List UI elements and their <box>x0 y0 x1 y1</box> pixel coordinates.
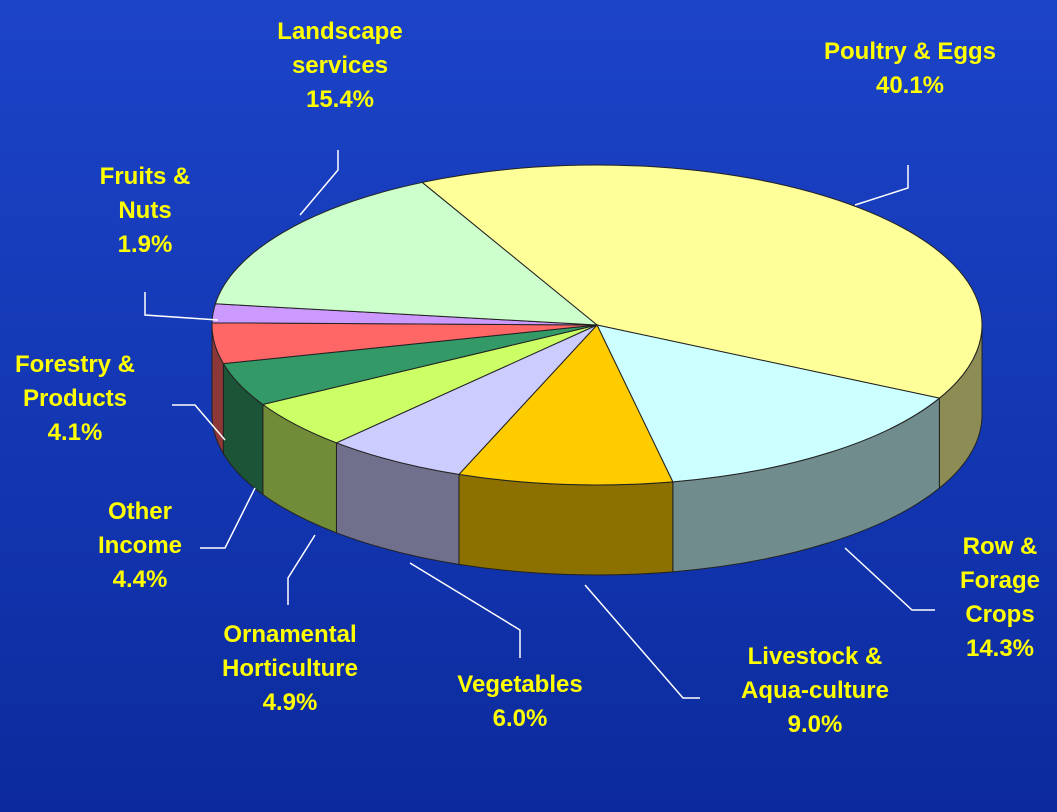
slice-label: Row & Forage Crops 14.3% <box>938 530 1057 666</box>
category-name: Poultry & Eggs <box>823 38 997 65</box>
category-name: Forestry & Products <box>14 351 136 412</box>
slice-label: Other Income 4.4% <box>75 495 205 597</box>
value-label: 4.9% <box>262 689 318 716</box>
slice-label: Poultry & Eggs 40.1% <box>820 35 1000 103</box>
category-name: Fruits & Nuts <box>99 163 191 224</box>
category-name: Vegetables <box>457 671 583 698</box>
leader-line <box>172 404 226 441</box>
leader-lines <box>144 150 935 699</box>
value-label: 4.1% <box>47 419 103 446</box>
slice-label: Landscape services 15.4% <box>230 15 450 117</box>
slice <box>335 324 598 475</box>
slice-label: Vegetables 6.0% <box>420 668 620 736</box>
leader-line <box>287 534 316 605</box>
value-label: 1.9% <box>117 231 173 258</box>
value-label: 9.0% <box>787 711 843 738</box>
slice-side <box>458 473 674 576</box>
leader-line <box>409 562 521 658</box>
leader-line <box>584 584 700 699</box>
leader-line <box>844 547 935 611</box>
leader-line <box>854 165 909 206</box>
value-label: 15.4% <box>305 86 375 113</box>
pie <box>211 164 983 576</box>
value-label: 14.3% <box>965 635 1035 662</box>
slice <box>457 324 674 486</box>
category-name: Livestock & Aqua-culture <box>740 643 889 704</box>
category-name: Ornamental Horticulture <box>221 621 358 682</box>
leader-line <box>200 487 256 549</box>
slice-label: Ornamental Horticulture 4.9% <box>180 618 400 720</box>
category-name: Row & Forage Crops <box>959 533 1040 628</box>
leader-line <box>299 150 339 216</box>
category-name: Landscape services <box>277 18 403 79</box>
slice <box>596 324 941 483</box>
slice-label: Fruits & Nuts 1.9% <box>70 160 220 262</box>
category-name: Other Income <box>97 498 183 559</box>
slice-label: Livestock & Aqua-culture 9.0% <box>729 640 901 742</box>
leader-line <box>144 292 219 321</box>
value-label: 6.0% <box>492 705 548 732</box>
value-label: 4.4% <box>112 566 168 593</box>
slice-label: Forestry & Products 4.1% <box>0 348 163 450</box>
slice <box>421 164 983 399</box>
value-label: 40.1% <box>875 72 945 99</box>
slice <box>214 181 599 326</box>
